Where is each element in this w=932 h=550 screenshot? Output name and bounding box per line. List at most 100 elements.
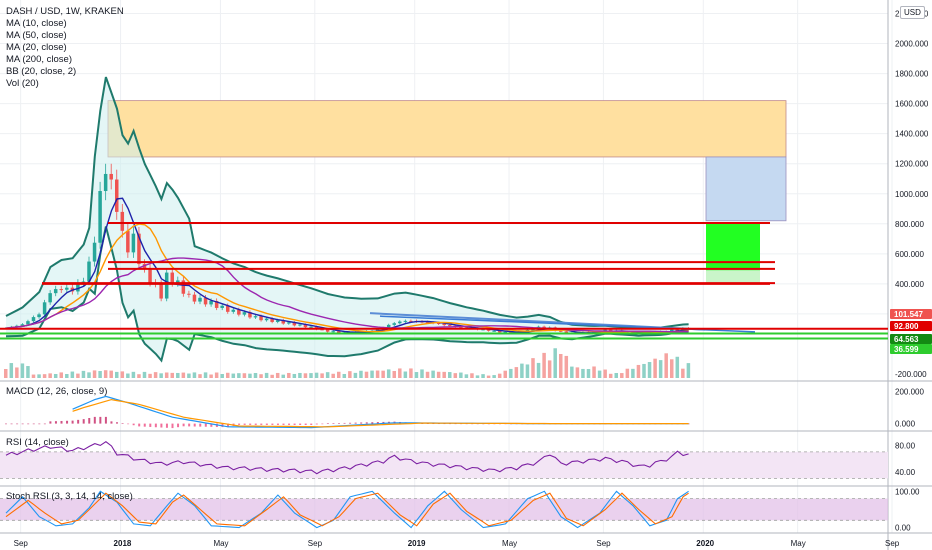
volume-bar	[253, 373, 258, 378]
rsi-title[interactable]: RSI (14, close)	[6, 437, 69, 448]
macd-histogram-bar	[282, 423, 285, 425]
volume-bar	[303, 373, 308, 378]
candle-body	[220, 305, 224, 308]
candle-body	[37, 314, 41, 318]
volume-bar	[425, 371, 430, 378]
volume-bar	[20, 363, 25, 378]
volume-bar	[653, 358, 657, 378]
indicator-ma200-label[interactable]: MA (200, close)	[6, 54, 72, 65]
macd-histogram-bar	[49, 421, 52, 424]
volume-bar	[337, 371, 341, 378]
candle-body	[148, 268, 152, 283]
volume-bar	[298, 372, 302, 378]
x-axis-label: May	[213, 539, 228, 548]
volume-bar	[275, 372, 280, 378]
currency-badge[interactable]: USD	[900, 6, 925, 19]
candle-body	[31, 317, 36, 322]
indicator-ma50-label[interactable]: MA (50, close)	[6, 30, 67, 41]
volume-bar	[642, 363, 646, 378]
volume-bar	[342, 373, 347, 378]
macd-title[interactable]: MACD (12, 26, close, 9)	[6, 386, 108, 397]
volume-bar	[658, 360, 663, 378]
candle-body	[497, 330, 502, 333]
volume-bar	[675, 356, 680, 378]
volume-bar	[26, 366, 30, 378]
volume-bar	[681, 368, 685, 378]
volume-bar	[514, 367, 519, 378]
volume-bar	[309, 373, 313, 378]
volume-bar	[31, 374, 36, 378]
rsi-line	[5, 441, 689, 475]
macd-histogram-bar	[193, 423, 196, 427]
indicator-bb-label[interactable]: BB (20, close, 2)	[6, 66, 77, 77]
volume-bar	[37, 374, 41, 378]
candle-body	[331, 331, 335, 333]
macd-axis-label: 0.000	[895, 420, 916, 429]
macd-histogram-bar	[188, 423, 191, 427]
macd-histogram-bar	[38, 423, 41, 425]
volume-bar	[70, 371, 75, 378]
x-axis-label: Sep	[885, 539, 900, 548]
volume-bar	[331, 373, 335, 378]
volume-bar	[187, 373, 191, 378]
price-axis-label: 2000.000	[895, 40, 929, 49]
volume-bar	[542, 352, 546, 378]
volume-bar	[475, 375, 480, 378]
indicator-ma10-label[interactable]: MA (10, close)	[6, 18, 67, 29]
macd-histogram-bar	[160, 423, 163, 428]
volume-bar	[670, 359, 674, 378]
macd-histogram-bar	[104, 416, 107, 424]
volume-bar	[65, 374, 69, 378]
macd-histogram-bar	[182, 423, 185, 427]
volume-bar	[192, 372, 197, 378]
candle-body	[564, 331, 569, 334]
price-label-badge	[890, 321, 932, 331]
zone-green-light	[706, 270, 760, 284]
macd-histogram-bar	[32, 423, 35, 425]
candle-body	[109, 173, 113, 180]
volume-bar	[226, 372, 230, 378]
macd-histogram-bar	[116, 422, 118, 424]
indicator-vol-label[interactable]: Vol (20)	[6, 78, 39, 89]
price-axis-label: 1400.000	[895, 130, 929, 139]
price-label-text: 64.563	[894, 335, 919, 344]
x-axis-label: Sep	[14, 539, 29, 548]
volume-bar	[570, 366, 574, 378]
candle-body	[115, 179, 119, 212]
volume-bar	[270, 374, 274, 378]
stochrsi-title[interactable]: Stoch RSI (3, 3, 14, 14, close)	[6, 491, 133, 502]
volume-bar	[220, 374, 224, 378]
candle-body	[459, 326, 463, 328]
x-axis-label: 2020	[696, 539, 714, 548]
indicator-ma20-label[interactable]: MA (20, close)	[6, 42, 67, 53]
volume-bar	[15, 367, 19, 378]
volume-bar	[292, 373, 297, 378]
x-axis-label: Sep	[596, 539, 611, 548]
volume-bar	[686, 363, 691, 378]
candle-body	[120, 211, 125, 231]
candle-body	[259, 316, 263, 321]
macd-histogram-bar	[293, 423, 296, 425]
macd-histogram-bar	[71, 420, 74, 424]
macd-histogram-bar	[304, 423, 307, 425]
candle-body	[492, 330, 496, 332]
candle-body	[76, 282, 80, 292]
volume-bar	[592, 366, 596, 378]
candle-body	[303, 324, 308, 328]
volume-bar	[520, 363, 524, 378]
macd-histogram-bar	[227, 423, 229, 428]
macd-histogram-bar	[343, 422, 346, 424]
macd-histogram-bar	[376, 422, 379, 424]
candle-body	[509, 331, 513, 333]
macd-histogram-bar	[326, 423, 329, 424]
macd-histogram-bar	[143, 423, 146, 427]
candle-body	[53, 289, 58, 294]
macd-histogram-bar	[260, 423, 263, 425]
volume-bar	[137, 374, 141, 378]
volume-bar	[603, 369, 607, 378]
macd-histogram-bar	[127, 423, 130, 425]
macd-histogram-bar	[249, 423, 252, 425]
volume-bar	[631, 368, 635, 378]
macd-histogram-bar	[288, 423, 291, 425]
